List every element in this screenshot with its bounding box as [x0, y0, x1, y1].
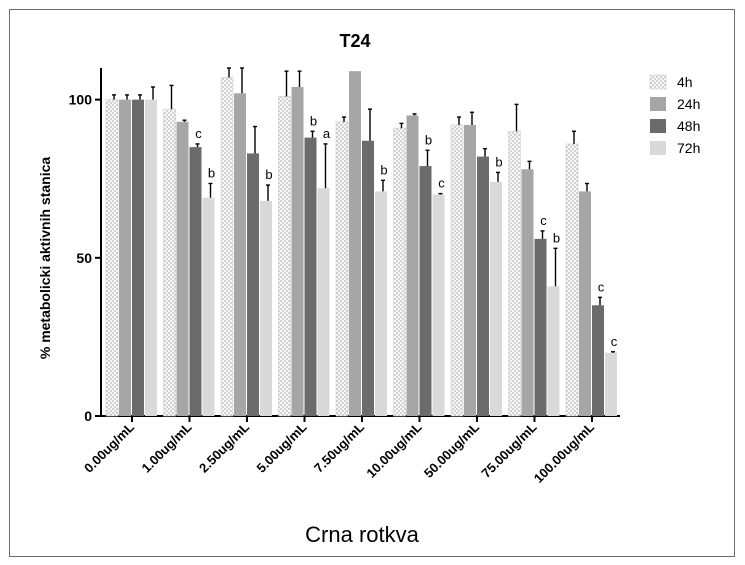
bar-48h-50.00ug/mL [477, 156, 489, 416]
bar-24h-0.00ug/mL [119, 99, 131, 417]
x-tick-label: 1.00ug/mL [139, 419, 195, 475]
bar-48h-5.00ug/mL [304, 137, 317, 416]
bar-72h-1.00ug/mL [202, 197, 215, 416]
bar-48h-0.00ug/mL [132, 99, 144, 417]
significance-label: b [553, 230, 560, 245]
significance-label: c [611, 334, 618, 349]
legend-swatch-4h [649, 74, 667, 90]
x-tick-label: 0.00ug/mL [81, 419, 137, 475]
y-axis-label: % metabolicki aktivnih stanica [37, 157, 53, 360]
significance-label: c [195, 126, 202, 141]
x-axis-label: Crna rotkva [305, 522, 419, 547]
legend-label-72h: 72h [677, 140, 700, 156]
bar-4h-7.50ug/mL [335, 121, 349, 417]
bar-4h-10.00ug/mL [393, 127, 406, 417]
bar-72h-0.00ug/mL [145, 99, 157, 417]
bar-72h-10.00ug/mL [432, 194, 445, 416]
x-tick-label: 7.50ug/mL [311, 419, 367, 475]
y-tick-label: 100 [69, 92, 93, 108]
significance-label: b [265, 167, 272, 182]
bar-4h-50.00ug/mL [450, 124, 464, 417]
bar-24h-100.00ug/mL [579, 191, 591, 416]
y-tick-label: 50 [76, 250, 92, 266]
legend-swatch-48h [650, 119, 666, 133]
x-tick-label: 75.00ug/mL [478, 419, 539, 480]
significance-label: a [323, 126, 331, 141]
legend-label-4h: 4h [677, 74, 693, 90]
bar-24h-5.00ug/mL [291, 86, 304, 417]
bar-48h-75.00ug/mL [534, 238, 547, 416]
legend-label-24h: 24h [677, 96, 700, 112]
chart-frame [9, 9, 735, 557]
significance-label: b [495, 154, 502, 169]
x-tick-label: 5.00ug/mL [254, 419, 310, 475]
bar-24h-1.00ug/mL [176, 121, 189, 417]
legend: 4h 24h 48h 72h [649, 74, 700, 156]
bar-24h-50.00ug/mL [464, 124, 476, 416]
bar-48h-100.00ug/mL [592, 305, 604, 416]
bar-4h-100.00ug/mL [565, 143, 579, 417]
bar-24h-75.00ug/mL [521, 169, 534, 416]
bar-48h-10.00ug/mL [419, 166, 432, 416]
bar-24h-10.00ug/mL [406, 115, 419, 417]
bar-72h-2.50ug/mL [260, 200, 272, 416]
significance-label: b [310, 113, 317, 128]
significance-label: b [208, 165, 215, 180]
bar-48h-7.50ug/mL [362, 140, 374, 416]
significance-label: c [540, 213, 547, 228]
significance-label: b [425, 132, 432, 147]
y-tick-label: 0 [84, 408, 92, 424]
x-tick-label: 2.50ug/mL [196, 419, 252, 475]
chart-title: T24 [339, 31, 370, 51]
x-tick-label: 50.00ug/mL [421, 419, 482, 480]
bar-72h-75.00ug/mL [547, 286, 560, 416]
bar-24h-2.50ug/mL [234, 93, 246, 417]
bar-72h-50.00ug/mL [490, 181, 502, 416]
legend-swatch-24h [650, 97, 666, 111]
bar-48h-2.50ug/mL [247, 153, 259, 416]
legend-swatch-72h [650, 141, 666, 155]
significance-label: c [598, 279, 605, 294]
x-tick-label: 100.00ug/mL [531, 419, 597, 485]
bar-48h-1.00ug/mL [189, 147, 202, 416]
bar-4h-5.00ug/mL [278, 96, 291, 417]
significance-label: c [438, 176, 445, 191]
legend-label-48h: 48h [677, 118, 700, 134]
x-tick-label: 10.00ug/mL [363, 419, 424, 480]
bar-4h-1.00ug/mL [163, 108, 176, 417]
significance-label: b [380, 162, 387, 177]
bar-72h-7.50ug/mL [375, 191, 387, 416]
bar-4h-0.00ug/mL [105, 99, 119, 417]
bar-72h-5.00ug/mL [317, 188, 330, 416]
bar-4h-2.50ug/mL [220, 77, 234, 417]
bar-24h-7.50ug/mL [349, 71, 361, 416]
bar-72h-100.00ug/mL [605, 352, 617, 416]
bar-4h-75.00ug/mL [508, 130, 521, 417]
